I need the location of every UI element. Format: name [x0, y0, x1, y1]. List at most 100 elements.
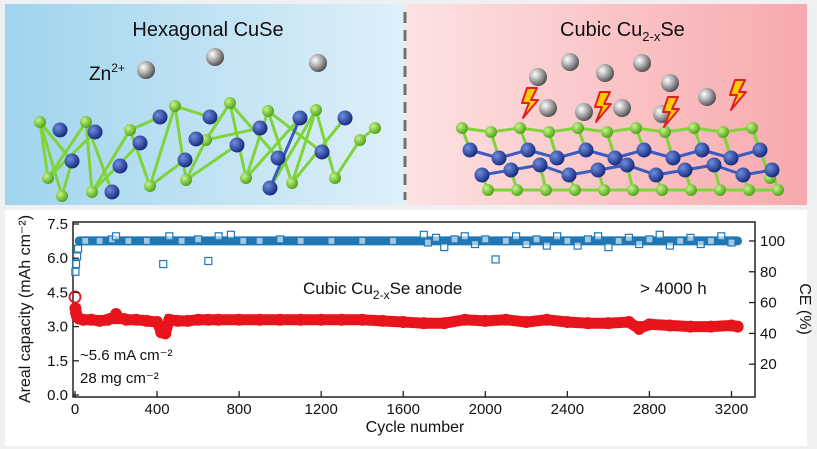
cu-atom [474, 167, 490, 183]
chart-condition-current: ~5.6 mA cm⁻² [80, 347, 173, 364]
zn-ion [309, 54, 327, 72]
ce-point [423, 238, 432, 247]
se-atom [772, 184, 784, 196]
capacity-point [397, 316, 410, 329]
lightning-shape [662, 96, 680, 128]
capacity-point [181, 314, 194, 327]
se-atom [485, 126, 497, 138]
ce-point [583, 235, 592, 244]
y-right-tick-label: 40 [760, 325, 777, 342]
capacity-point [356, 313, 369, 326]
se-atom [240, 172, 252, 184]
capacity-point [253, 313, 266, 326]
se-atom [543, 126, 555, 138]
se-atom [569, 184, 581, 196]
capacity-point [130, 313, 143, 326]
cu-atom [752, 142, 768, 158]
ce-point [72, 252, 82, 261]
zn-ion [529, 68, 547, 86]
ce-point [727, 238, 736, 247]
se-atom [42, 172, 54, 184]
ce-point [624, 233, 634, 242]
capacity-point [120, 313, 133, 326]
cu-atom [87, 124, 103, 140]
capacity-point [335, 313, 348, 326]
zn-ion-label: Zn2+ [89, 61, 125, 85]
ce-point [358, 236, 367, 246]
capacity-point [704, 320, 717, 333]
capacity-point [233, 313, 246, 326]
ce-point [717, 232, 726, 241]
capacity-point [151, 316, 164, 329]
cu-atom [314, 144, 330, 160]
ce-point [676, 236, 685, 246]
capacity-point [602, 317, 615, 330]
ce-point [419, 230, 428, 239]
bond [38, 121, 74, 162]
se-atom [80, 116, 92, 128]
y-right-tick-label: 100 [760, 233, 785, 250]
se-atom [354, 134, 366, 146]
ce-point [696, 239, 705, 249]
capacity-point [643, 318, 656, 331]
ce-point [573, 241, 582, 250]
zn-ion [206, 48, 224, 66]
ce-point [460, 232, 469, 241]
cu-atom [607, 150, 623, 166]
lightning-icon [729, 79, 747, 111]
se-atom [310, 104, 322, 116]
y-right-tick-label: 80 [760, 264, 777, 281]
y-left-tick-label: 3.0 [47, 319, 68, 336]
capacity-series [68, 290, 744, 340]
se-atom [659, 126, 671, 138]
ce-point [124, 236, 133, 246]
y-axis-left: 0.0 1.5 3.0 4.5 6.0 7.5 [47, 216, 79, 404]
cu-atom [491, 150, 507, 166]
ce-point [645, 235, 654, 244]
chart-annotation-duration: > 4000 h [640, 279, 707, 298]
cu-atom [270, 150, 286, 166]
ce-point [501, 236, 510, 246]
capacity-point [458, 313, 471, 326]
capacity-point [212, 313, 225, 326]
ce-point [71, 267, 80, 276]
ce-point [440, 243, 449, 252]
y-axis-left-label: Areal capacity (mAh cm⁻²) [17, 215, 34, 403]
ce-point [686, 233, 695, 242]
se-atom [540, 184, 552, 196]
capacity-point [101, 313, 114, 326]
se-atom [456, 122, 468, 134]
ce-point [491, 255, 500, 264]
capacity-point [622, 316, 635, 329]
right-panel-title: Cubic Cu2-xSe [560, 19, 685, 44]
bond [185, 143, 238, 182]
cu-atom [337, 110, 353, 126]
se-atom [169, 100, 181, 112]
ce-point [522, 239, 531, 249]
capacity-point [731, 320, 744, 333]
ce-point [563, 236, 572, 246]
se-atom [329, 172, 341, 184]
cu-atom [677, 162, 693, 178]
se-atom [714, 184, 726, 196]
se-atom [124, 124, 136, 136]
cu-atom [520, 142, 536, 158]
bond [205, 126, 261, 142]
capacity-point [520, 316, 533, 329]
ce-point [214, 232, 223, 241]
bond [268, 109, 318, 189]
ce-point [165, 232, 174, 241]
ce-point [255, 236, 264, 246]
zn-ion [539, 99, 557, 117]
capacity-point [540, 313, 553, 326]
ce-point [532, 235, 541, 244]
bond [128, 129, 152, 187]
ce-point [142, 236, 151, 246]
cu-atom [694, 142, 710, 158]
lightning-icon [662, 96, 680, 128]
se-atom [511, 184, 523, 196]
bond [173, 105, 188, 181]
capacity-point [274, 313, 287, 326]
se-atom [144, 180, 156, 192]
